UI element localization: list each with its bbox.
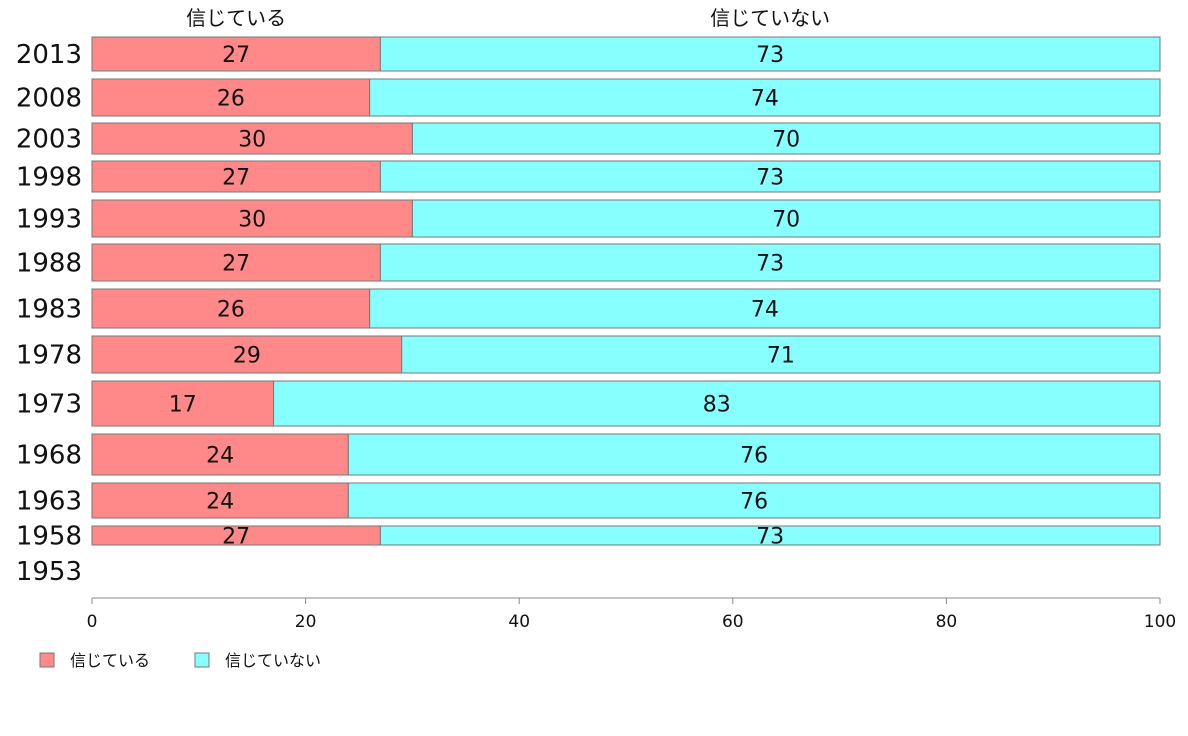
- data-label-1993-not-believe: 70: [772, 208, 800, 233]
- bar-2013-believe: [91, 36, 381, 72]
- data-label-1993-believe: 30: [238, 208, 266, 233]
- bar-1963-believe: [91, 482, 349, 519]
- year-label-1953: 1953: [16, 557, 82, 587]
- column-headers: 信じている 信じていない: [186, 6, 830, 30]
- data-label-1973-not-believe: 83: [703, 393, 731, 418]
- bar-1978-not-believe: [401, 335, 1161, 374]
- data-label-2013-believe: 27: [222, 43, 250, 68]
- year-label-1963: 1963: [16, 487, 82, 517]
- data-label-2013-not-believe: 73: [756, 43, 784, 68]
- year-label-1978: 1978: [16, 341, 82, 371]
- bars: 27 73 26 74 30 70 27 73 30 70 27 73 26 74 29 71 17 83 24 76…: [91, 36, 1161, 550]
- data-label-1988-believe: 27: [222, 252, 250, 277]
- x-tick-label-80: 80: [936, 612, 958, 632]
- year-label-1983: 1983: [16, 295, 82, 325]
- bar-1993-not-believe: [411, 199, 1161, 238]
- data-label-1958-not-believe: 73: [756, 525, 784, 550]
- bar-2008-not-believe: [369, 78, 1161, 117]
- x-tick-label-60: 60: [722, 612, 744, 632]
- data-label-2003-believe: 30: [238, 128, 266, 153]
- bar-1963-not-believe: [347, 482, 1161, 519]
- legend-label-1: 信じている: [70, 651, 150, 670]
- x-tick-label-0: 0: [87, 612, 98, 632]
- column-header-2: 信じていない: [710, 6, 830, 30]
- data-label-1988-not-believe: 73: [756, 252, 784, 277]
- data-label-1963-not-believe: 76: [740, 490, 768, 515]
- data-label-1968-believe: 24: [206, 444, 234, 469]
- data-label-2003-not-believe: 70: [772, 128, 800, 153]
- data-label-1998-believe: 27: [222, 166, 250, 191]
- bar-1983-believe: [91, 288, 371, 329]
- bar-1958-not-believe: [379, 525, 1161, 546]
- year-label-2003: 2003: [16, 125, 82, 155]
- data-label-2008-believe: 26: [217, 87, 245, 112]
- data-label-1998-not-believe: 73: [756, 166, 784, 191]
- x-tick-label-100: 100: [1144, 612, 1176, 632]
- year-label-1988: 1988: [16, 249, 82, 279]
- data-label-1963-believe: 24: [206, 490, 234, 515]
- year-label-1993: 1993: [16, 205, 82, 235]
- year-label-1968: 1968: [16, 441, 82, 471]
- year-label-1998: 1998: [16, 163, 82, 193]
- bar-1973-not-believe: [273, 380, 1161, 427]
- year-labels: 2013 2008 2003 1998 1993 1988 1983 1978 1973 1968…: [16, 40, 82, 587]
- bar-2013-not-believe: [379, 36, 1161, 72]
- bar-2008-believe: [91, 78, 371, 117]
- x-tick-label-20: 20: [295, 612, 317, 632]
- bar-1983-not-believe: [369, 288, 1161, 329]
- bar-1968-not-believe: [347, 433, 1161, 476]
- data-label-1968-not-believe: 76: [740, 444, 768, 469]
- x-axis: 0 20 40 60 80 100: [87, 597, 1176, 632]
- bar-1988-not-believe: [379, 243, 1161, 282]
- bar-2003-believe: [91, 122, 413, 155]
- year-label-2008: 2008: [16, 84, 82, 114]
- x-tick-label-40: 40: [508, 612, 530, 632]
- data-label-1983-believe: 26: [217, 298, 245, 323]
- legend-label-2: 信じていない: [225, 651, 321, 670]
- year-label-1958: 1958: [16, 522, 82, 552]
- bar-1998-not-believe: [379, 160, 1161, 193]
- column-header-1: 信じている: [186, 6, 286, 30]
- bar-1973-believe: [91, 380, 275, 427]
- data-label-1978-believe: 29: [233, 344, 261, 369]
- data-label-2008-not-believe: 74: [751, 87, 779, 112]
- legend-swatch-2: [194, 652, 210, 668]
- year-label-1973: 1973: [16, 390, 82, 420]
- bar-2003-not-believe: [411, 122, 1161, 155]
- bar-1993-believe: [91, 199, 413, 238]
- bar-1968-believe: [91, 433, 349, 476]
- data-label-1973-believe: 17: [169, 393, 197, 418]
- data-label-1958-believe: 27: [222, 525, 250, 550]
- legend-swatch-1: [39, 652, 55, 668]
- data-label-1978-not-believe: 71: [767, 344, 795, 369]
- bar-1998-believe: [91, 160, 381, 193]
- data-label-1983-not-believe: 74: [751, 298, 779, 323]
- year-label-2013: 2013: [16, 40, 82, 70]
- legend: 信じている 信じていない: [39, 651, 321, 670]
